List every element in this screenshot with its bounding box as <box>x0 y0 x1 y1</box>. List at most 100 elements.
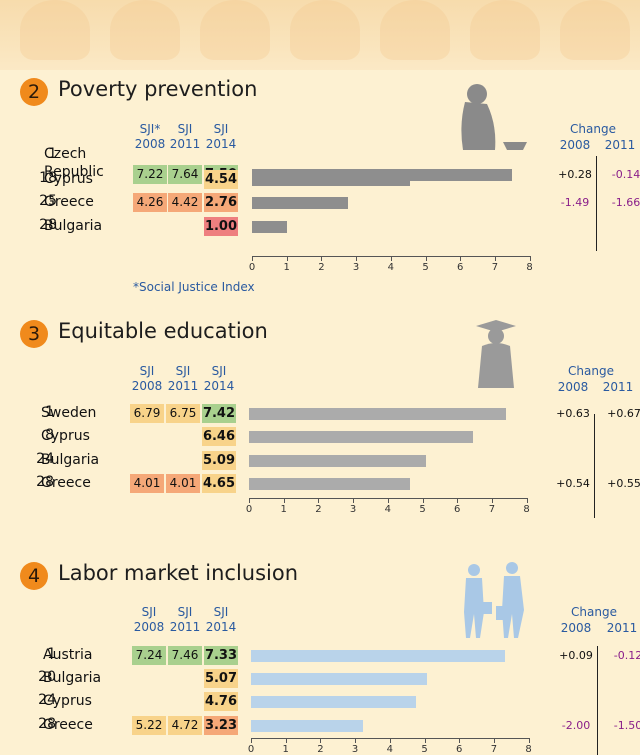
change-value: +0.67 <box>607 407 640 420</box>
x-axis-tick-label: 8 <box>525 744 532 755</box>
country-name: Greece <box>43 717 93 733</box>
x-axis-tick-label: 6 <box>454 504 461 515</box>
data-bar <box>251 696 417 708</box>
x-axis-tick <box>460 256 462 261</box>
score-cell-v2014: 7.42 <box>202 404 236 423</box>
background-header-band <box>0 0 640 70</box>
change-year-header: 2008 <box>559 138 591 152</box>
paper-doll-decoration <box>470 0 540 60</box>
x-axis-tick-label: 7 <box>491 262 499 273</box>
change-header: Change <box>571 605 617 619</box>
change-divider <box>594 414 595 518</box>
change-divider <box>597 646 598 755</box>
rank-number: 20 <box>38 669 56 685</box>
x-axis-tick-label: 3 <box>349 504 357 515</box>
country-name: Cyprus <box>44 171 93 187</box>
rank-number: 1 <box>47 646 56 662</box>
change-value: -0.14 <box>611 168 640 181</box>
score-cell-v2011: 4.42 <box>168 193 202 212</box>
change-year-header: 2011 <box>606 621 638 635</box>
change-value: +0.09 <box>559 649 593 662</box>
rank-number: 1 <box>48 146 57 162</box>
rank-number: 8 <box>45 427 54 443</box>
column-header: SJI 2014 <box>205 605 237 634</box>
score-cell-v2011: 6.75 <box>166 404 200 423</box>
x-axis-tick-label: 8 <box>526 262 533 273</box>
rank-number: 28 <box>39 217 57 233</box>
change-year-header: 2011 <box>604 138 636 152</box>
x-axis-tick <box>387 498 389 503</box>
rank-number: 24 <box>38 692 56 708</box>
x-axis-tick-label: 3 <box>351 744 359 755</box>
paper-doll-decoration <box>290 0 360 60</box>
x-axis-tick <box>493 738 495 743</box>
x-axis-tick <box>353 498 355 503</box>
country-name: Bulgaria <box>43 670 102 686</box>
x-axis-tick-label: 8 <box>523 504 530 515</box>
x-axis-tick <box>457 498 459 503</box>
x-axis-tick <box>491 498 493 503</box>
score-cell-v2014: 7.33 <box>204 646 238 665</box>
change-year-header: 2008 <box>557 380 589 394</box>
change-value: +0.63 <box>556 407 590 420</box>
rank-number: 1 <box>45 404 54 420</box>
x-axis-tick-label: 5 <box>421 744 428 755</box>
country-name: Greece <box>44 194 94 210</box>
section-title: Labor market inclusion <box>58 561 299 585</box>
column-header: SJI 2008 <box>133 605 165 634</box>
x-axis-tick-label: 6 <box>457 262 464 273</box>
column-header: SJI* 2008 <box>134 122 166 151</box>
x-axis-tick <box>318 498 320 503</box>
x-axis-tick-label: 0 <box>245 504 253 515</box>
workers-silhouette-icon <box>464 562 524 638</box>
x-axis-tick <box>355 738 357 743</box>
data-bar <box>249 431 474 443</box>
x-axis-tick <box>356 256 358 261</box>
paper-doll-decoration <box>110 0 180 60</box>
x-axis-tick <box>529 256 531 261</box>
paper-doll-decoration <box>20 0 90 60</box>
data-bar <box>251 673 427 685</box>
x-axis-tick <box>252 256 253 261</box>
x-axis-tick-label: 4 <box>384 504 391 515</box>
paper-doll-decoration <box>200 0 270 60</box>
change-value: -1.49 <box>560 196 590 209</box>
section-title: Poverty prevention <box>58 77 258 101</box>
score-cell-v2011: 7.64 <box>168 165 202 184</box>
x-axis-tick-label: 6 <box>456 744 463 755</box>
x-axis-tick <box>422 498 424 503</box>
change-value: +0.55 <box>607 477 640 490</box>
column-header: SJI 2014 <box>205 122 237 151</box>
change-header: Change <box>568 364 614 378</box>
x-axis-tick-label: 0 <box>248 262 256 273</box>
x-axis-tick <box>286 256 288 261</box>
section-title: Equitable education <box>58 319 268 343</box>
data-bar <box>249 455 426 467</box>
x-axis-tick-label: 4 <box>386 744 393 755</box>
column-header: SJI 2011 <box>169 605 201 634</box>
country-name: Cyprus <box>43 693 92 709</box>
score-cell-v2014: 5.07 <box>204 669 238 688</box>
country-name: Austria <box>43 647 93 663</box>
score-cell-v2014: 4.76 <box>204 692 238 711</box>
rank-number: 24 <box>36 451 54 467</box>
paper-doll-decoration <box>560 0 630 60</box>
score-cell-v2014: 5.09 <box>202 451 236 470</box>
x-axis-tick <box>389 738 391 743</box>
data-bar <box>252 221 287 233</box>
score-cell-v2008: 7.24 <box>132 646 166 665</box>
score-cell-v2014: 6.46 <box>202 427 236 446</box>
x-axis-tick-label: 2 <box>315 504 322 515</box>
graduate-silhouette-icon <box>476 320 516 388</box>
country-name: Czech Republic <box>44 146 104 180</box>
column-header: SJI 2011 <box>167 364 199 393</box>
rank-number: 25 <box>39 193 57 209</box>
data-bar <box>249 408 507 420</box>
beggar-silhouette-icon <box>461 84 527 150</box>
x-axis-tick <box>459 738 461 743</box>
x-axis-tick-label: 7 <box>490 744 498 755</box>
x-axis-tick <box>425 256 427 261</box>
x-axis-tick <box>424 738 426 743</box>
x-axis-tick-label: 3 <box>352 262 360 273</box>
x-axis-tick <box>494 256 496 261</box>
